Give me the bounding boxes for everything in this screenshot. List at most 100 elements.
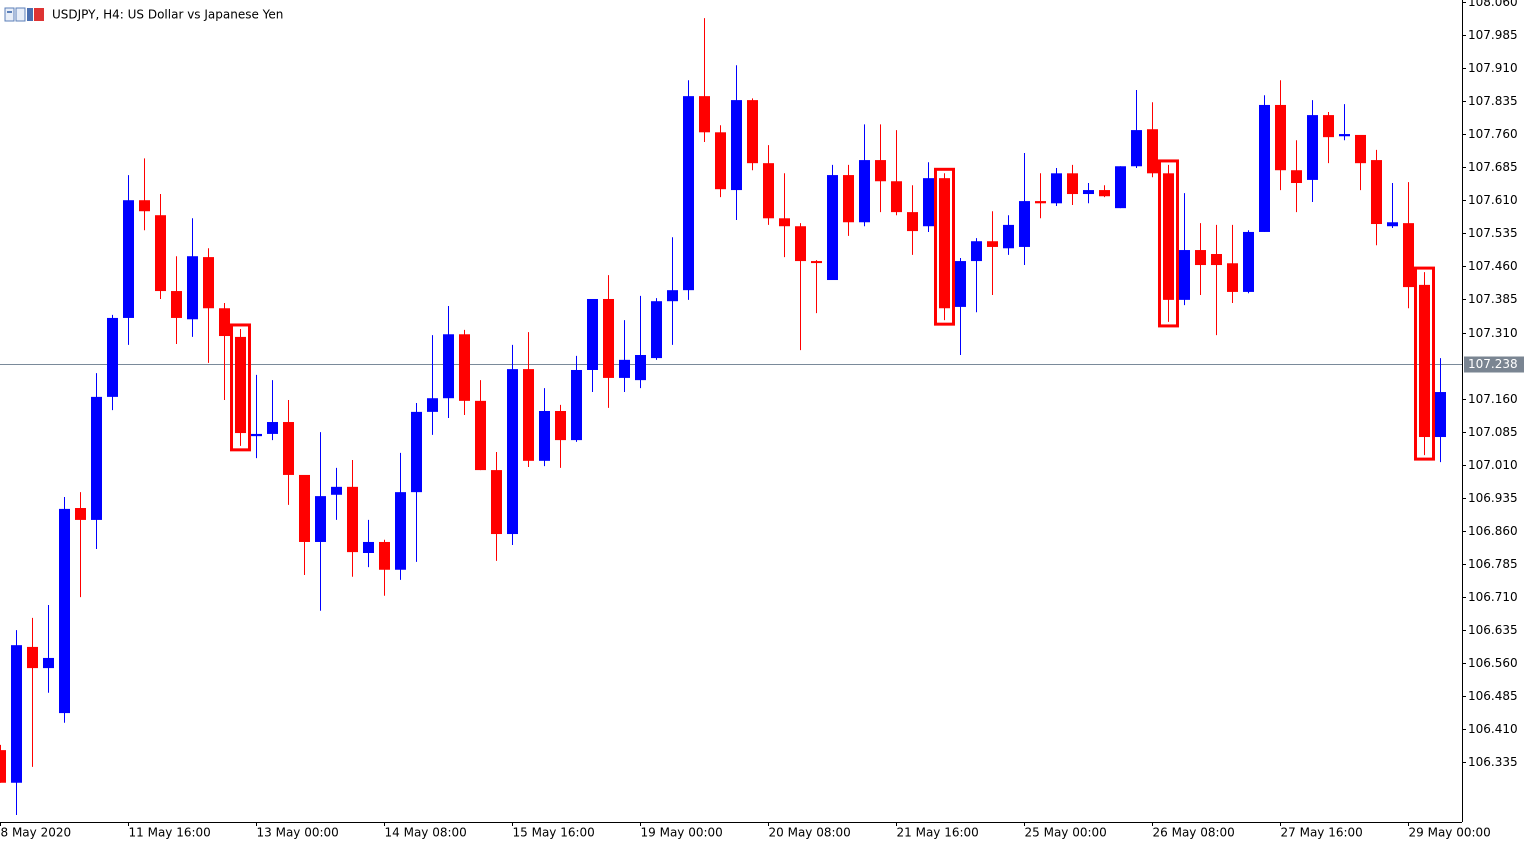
y-tick-label: 107.910: [1468, 61, 1518, 75]
candle-body: [667, 290, 678, 302]
candle-body: [1419, 284, 1430, 438]
candle-body: [1019, 201, 1030, 247]
candle-body: [219, 308, 230, 337]
candle-body: [1195, 250, 1206, 266]
candle-body: [283, 422, 294, 475]
candle-body: [1243, 231, 1254, 292]
candle-body: [1307, 115, 1318, 180]
candle-body: [683, 96, 694, 291]
y-tick-label: 106.485: [1468, 689, 1518, 703]
current-price-box: [1464, 356, 1524, 373]
y-tick-label: 106.560: [1468, 656, 1518, 670]
candle-body: [1083, 190, 1094, 195]
candle-body: [1275, 104, 1286, 171]
y-tick-label: 107.985: [1468, 28, 1518, 42]
x-tick-label: 19 May 00:00: [641, 826, 723, 840]
y-tick-label: 106.410: [1468, 722, 1518, 736]
candle-body: [443, 334, 454, 399]
candle-body: [267, 422, 278, 434]
candle-body: [507, 369, 518, 535]
y-tick-label: 107.310: [1468, 326, 1518, 340]
candle-body: [75, 508, 86, 520]
candle-body: [1003, 224, 1014, 249]
y-tick-label: 107.760: [1468, 127, 1518, 141]
candle-body: [731, 100, 742, 191]
candle-body: [843, 175, 854, 223]
candle-body: [1147, 129, 1158, 174]
candle-body: [43, 657, 54, 669]
candle-body: [1435, 392, 1446, 438]
candle-body: [1387, 222, 1398, 227]
x-tick-label: 20 May 08:00: [769, 826, 851, 840]
candle-body: [139, 200, 150, 212]
candle-body: [379, 541, 390, 570]
candle-body: [59, 508, 70, 714]
symbol-icon: [4, 7, 44, 22]
candle-body: [1163, 173, 1174, 300]
candle-body: [779, 218, 790, 227]
candle-body: [1291, 170, 1302, 184]
highlight-box: [230, 323, 251, 452]
candle-body: [459, 334, 470, 401]
x-tick-label: 27 May 16:00: [1281, 826, 1363, 840]
candle-body: [347, 486, 358, 553]
y-tick-label: 106.635: [1468, 623, 1518, 637]
y-tick-label: 107.160: [1468, 392, 1518, 406]
candle-body: [235, 336, 246, 434]
candle-body: [27, 646, 38, 669]
candle-body: [0, 750, 6, 783]
candle-body: [1115, 166, 1126, 209]
candle-body: [395, 492, 406, 570]
candle-body: [795, 226, 806, 262]
candle-body: [875, 160, 886, 182]
candle-body: [1211, 254, 1222, 266]
y-tick-label: 106.710: [1468, 590, 1518, 604]
y-tick-label: 107.460: [1468, 259, 1518, 273]
candle-body: [1035, 201, 1046, 204]
candle-body: [1371, 160, 1382, 225]
y-tick-label: 106.860: [1468, 524, 1518, 538]
candle-body: [555, 411, 566, 441]
x-tick-label: 21 May 16:00: [897, 826, 979, 840]
candle-body: [1051, 173, 1062, 204]
candle-body: [1355, 134, 1366, 164]
chart-title: USDJPY, H4: US Dollar vs Japanese Yen: [52, 8, 283, 22]
candle-body: [331, 486, 342, 495]
candle-body: [1179, 250, 1190, 300]
candle-body: [1227, 263, 1238, 292]
candle-body: [411, 411, 422, 493]
candle-body: [939, 178, 950, 309]
candle-body: [11, 645, 22, 783]
highlight-box: [934, 167, 955, 326]
candle-body: [251, 433, 262, 437]
y-tick-label: 107.685: [1468, 160, 1518, 174]
y-tick-label: 108.060: [1468, 0, 1518, 9]
candle-body: [923, 178, 934, 227]
candle-body: [1067, 173, 1078, 195]
candle-body: [587, 298, 598, 370]
candle-body: [427, 398, 438, 412]
candle-body: [1099, 190, 1110, 197]
candle-body: [523, 369, 534, 461]
y-tick-label: 106.785: [1468, 557, 1518, 571]
y-tick-label: 107.610: [1468, 193, 1518, 207]
candle-body: [315, 496, 326, 542]
candle-body: [539, 411, 550, 461]
x-tick-label: 26 May 08:00: [1153, 826, 1235, 840]
y-tick-label: 107.085: [1468, 425, 1518, 439]
candle-body: [155, 215, 166, 292]
candle-body: [619, 359, 630, 378]
y-tick-label: 107.535: [1468, 226, 1518, 240]
candle-body: [187, 256, 198, 320]
candle-body: [987, 241, 998, 247]
x-tick-label: 13 May 00:00: [257, 826, 339, 840]
candle-body: [475, 400, 486, 471]
candle-body: [859, 160, 870, 223]
candle-body: [491, 470, 502, 535]
candle-body: [1403, 223, 1414, 288]
candle-body: [699, 96, 710, 133]
candle-body: [123, 200, 134, 318]
y-tick-label: 107.010: [1468, 458, 1518, 472]
